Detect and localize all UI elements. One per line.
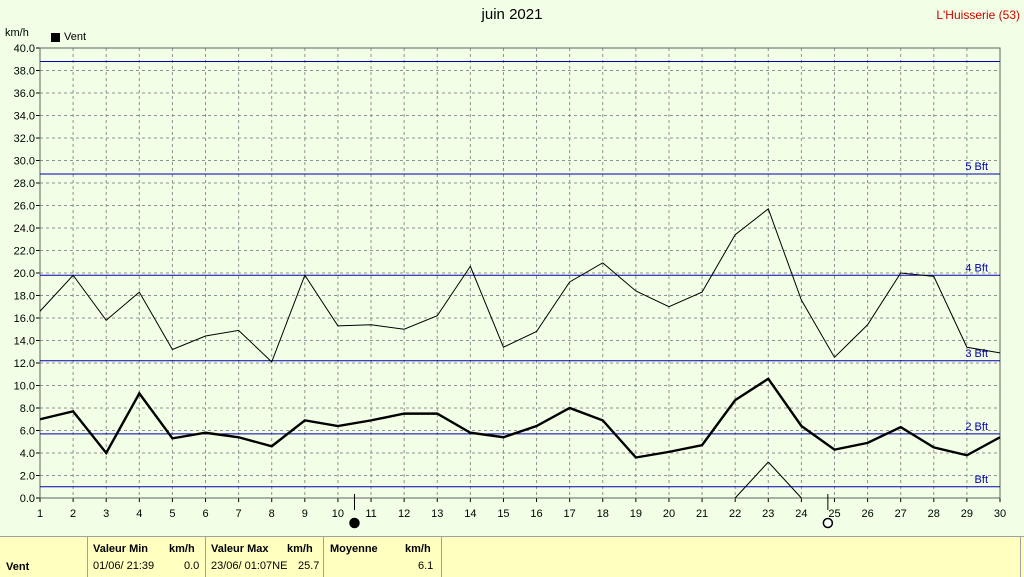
max-when: 23/06/ 01:07NE [211,560,288,572]
footer-divider [441,537,442,577]
new-moon-icon [349,517,360,529]
max-unit: km/h [287,543,313,555]
x-tick-label: 20 [663,508,675,520]
x-tick-label: 14 [464,508,476,520]
average-series-line [39,377,1001,459]
x-tick-label: 26 [861,508,873,520]
x-tick-label: 19 [630,508,642,520]
plot-frame [39,47,1001,499]
x-tick-label: 9 [302,508,308,520]
x-tick-label: 21 [696,508,708,520]
footer-divider [323,537,324,577]
x-tick-label: 4 [136,508,142,520]
min-when: 01/06/ 21:39 [93,560,155,572]
y-tick-label: 18.0 [14,291,35,303]
y-axis-unit: km/h [5,27,29,39]
y-tick-label: 20.0 [14,268,35,280]
y-tick-label: 0.0 [20,493,35,505]
min-series-segment [734,461,769,499]
y-tick-label: 22.0 [14,246,35,258]
x-tick-label: 27 [895,508,907,520]
y-tick-label: 24.0 [14,223,35,235]
max-value: 25.7 [298,560,320,572]
y-tick-label: 14.0 [14,336,35,348]
x-tick-label: 12 [398,508,410,520]
footer-divider [205,537,206,577]
x-tick-label: 28 [928,508,940,520]
y-tick-label: 40.0 [14,43,35,55]
max-header: Valeur Max [211,543,269,555]
beaufort-label: 5 Bft [965,161,988,173]
avg-header: Moyenne [330,543,378,555]
full-moon-icon [822,517,834,529]
avg-unit: km/h [405,543,431,555]
max-series-line [39,208,1001,363]
y-tick-label: 4.0 [20,448,35,460]
x-tick-label: 29 [961,508,973,520]
beaufort-label: 2 Bft [965,421,988,433]
x-tick-label: 7 [236,508,242,520]
beaufort-label: 3 Bft [965,348,988,360]
x-tick-label: 15 [497,508,509,520]
x-tick-label: 17 [564,508,576,520]
x-tick-label: 8 [269,508,275,520]
station-name: L'Huisserie (53) [936,8,1020,22]
x-tick-label: 24 [795,508,807,520]
y-tick-label: 8.0 [20,403,35,415]
x-tick-label: 1 [37,508,43,520]
x-tick-label: 25 [828,508,840,520]
y-tick-label: 12.0 [14,358,35,370]
footer-divider [87,537,88,577]
y-tick-label: 28.0 [14,178,35,190]
y-tick-label: 36.0 [14,88,35,100]
x-tick-label: 18 [597,508,609,520]
x-tick-label: 2 [70,508,76,520]
y-tick-label: 34.0 [14,111,35,123]
y-tick-label: 26.0 [14,201,35,213]
x-tick-label: 16 [530,508,542,520]
chart-area: 0.0 2.0 4.0 6.0 8.0 10.0 12.0 14.0 16.0 18.0 20.0 2… [14,43,1006,529]
x-tick-label: 30 [994,508,1006,520]
stats-footer: Vent Valeur Min km/h 01/06/ 21:39 0.0 Va… [0,536,1024,577]
y-tick-label: 32.0 [14,133,35,145]
footer-divider [1020,537,1021,577]
chart-title: juin 2021 [481,6,543,23]
y-tick-label: 38.0 [14,66,35,78]
x-tick-label: 6 [202,508,208,520]
y-tick-label: 2.0 [20,471,35,483]
row-label: Vent [6,561,30,573]
x-tick-label: 23 [762,508,774,520]
legend-label: Vent [64,31,87,43]
y-tick-label: 6.0 [20,426,35,438]
beaufort-label: 4 Bft [965,262,988,274]
x-tick-label: 5 [169,508,175,520]
x-tick-label: 13 [431,508,443,520]
min-header: Valeur Min [93,543,149,555]
min-unit: km/h [169,543,195,555]
min-value: 0.0 [184,560,200,572]
min-series-segment [767,461,802,499]
beaufort-label: Bft [975,474,988,486]
avg-value: 6.1 [418,560,434,572]
legend: Vent [51,31,86,43]
y-tick-label: 30.0 [14,156,35,168]
y-tick-label: 10.0 [14,381,35,393]
x-tick-label: 3 [103,508,109,520]
x-tick-label: 22 [729,508,741,520]
y-tick-label: 16.0 [14,313,35,325]
x-tick-label: 11 [365,508,376,520]
x-tick-label: 10 [332,508,344,520]
legend-swatch [51,32,60,42]
